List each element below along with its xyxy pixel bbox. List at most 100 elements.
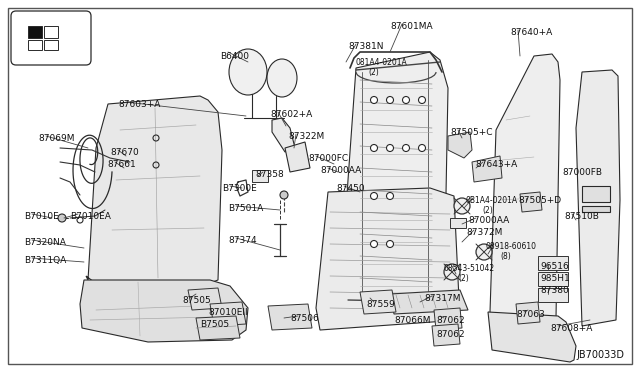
Circle shape [387,96,394,103]
Text: B7505: B7505 [200,320,229,329]
Polygon shape [86,96,222,286]
Text: 87000FC: 87000FC [308,154,348,163]
Bar [538,272,568,286]
Circle shape [419,96,426,103]
Polygon shape [272,118,295,152]
Text: 87661: 87661 [107,160,136,169]
Text: 87380: 87380 [540,286,569,295]
Polygon shape [516,302,540,324]
Bar [28,40,42,50]
Circle shape [371,96,378,103]
Bar [582,206,610,212]
Polygon shape [490,54,560,324]
Text: (2): (2) [368,68,379,77]
Text: 87640+A: 87640+A [510,28,552,37]
Text: 87505+D: 87505+D [518,196,561,205]
Text: 87010EII: 87010EII [208,308,248,317]
Text: 87000AA: 87000AA [320,166,361,175]
Polygon shape [285,142,310,172]
Bar [44,26,58,38]
Circle shape [454,198,470,214]
Polygon shape [268,304,312,330]
Polygon shape [340,52,448,308]
Text: 87510B: 87510B [564,212,599,221]
Bar [44,40,58,50]
Text: B7501A: B7501A [228,204,263,213]
Text: 96516: 96516 [540,262,569,271]
Text: 87000FB: 87000FB [562,168,602,177]
Text: 87643+A: 87643+A [475,160,517,169]
Polygon shape [316,188,460,330]
Text: 87608+A: 87608+A [550,324,593,333]
Polygon shape [432,324,460,346]
Bar [28,26,42,38]
Text: 87450: 87450 [336,184,365,193]
Polygon shape [576,70,620,326]
Polygon shape [210,302,246,326]
Circle shape [403,144,410,151]
Bar [538,256,568,270]
Circle shape [371,144,378,151]
Polygon shape [448,132,472,158]
Polygon shape [472,156,502,182]
Text: 87381N: 87381N [348,42,383,51]
Polygon shape [390,290,468,314]
Text: 87063: 87063 [516,310,545,319]
Text: 87670: 87670 [110,148,139,157]
Polygon shape [188,288,222,310]
Polygon shape [520,192,542,212]
Text: 87317M: 87317M [424,294,461,303]
Text: 87559: 87559 [366,300,395,309]
Polygon shape [80,280,248,342]
Circle shape [444,264,460,280]
Bar [538,288,568,302]
Circle shape [387,144,394,151]
Text: 87601MA: 87601MA [390,22,433,31]
Circle shape [419,144,426,151]
Text: (8): (8) [500,252,511,261]
Circle shape [387,192,394,199]
Polygon shape [488,312,576,362]
Text: 87358: 87358 [255,170,284,179]
Circle shape [58,214,66,222]
Circle shape [387,241,394,247]
Text: 87506: 87506 [290,314,319,323]
Text: 87372M: 87372M [466,228,502,237]
Text: 08918-60610: 08918-60610 [486,242,537,251]
Text: 87062: 87062 [436,330,465,339]
Text: B7010E: B7010E [24,212,59,221]
Circle shape [280,191,288,199]
Text: 87505+C: 87505+C [450,128,493,137]
Text: 081A4-0201A: 081A4-0201A [356,58,408,67]
Text: 87062: 87062 [436,316,465,325]
Text: B7320NA: B7320NA [24,238,66,247]
Circle shape [476,244,492,260]
Polygon shape [360,290,396,314]
Text: 87603+A: 87603+A [118,100,161,109]
Polygon shape [434,308,462,330]
Ellipse shape [267,59,297,97]
Text: 87602+A: 87602+A [270,110,312,119]
Text: 87069M: 87069M [38,134,74,143]
Circle shape [403,96,410,103]
Text: 87505: 87505 [182,296,211,305]
Text: 0B1A4-0201A: 0B1A4-0201A [465,196,517,205]
Circle shape [371,241,378,247]
Text: 08543-51042: 08543-51042 [444,264,495,273]
Text: JB70033D: JB70033D [576,350,624,360]
Circle shape [371,192,378,199]
FancyBboxPatch shape [11,11,91,65]
Text: B7010EA: B7010EA [70,212,111,221]
Text: 87066M: 87066M [394,316,431,325]
Polygon shape [196,316,240,340]
Text: 87374: 87374 [228,236,257,245]
Text: 87322M: 87322M [288,132,324,141]
Text: (2): (2) [458,274,468,283]
Text: 985H1: 985H1 [540,274,570,283]
Text: 87000AA: 87000AA [468,216,509,225]
Text: B6400: B6400 [220,52,249,61]
Text: B7300E: B7300E [222,184,257,193]
Polygon shape [450,218,466,228]
Bar [582,186,610,202]
Text: (2): (2) [482,206,493,215]
